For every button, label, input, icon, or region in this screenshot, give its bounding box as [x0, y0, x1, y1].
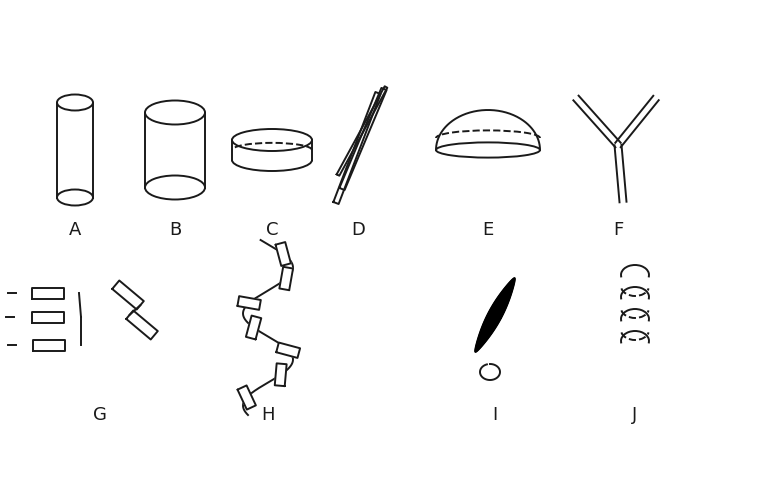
Polygon shape	[237, 385, 256, 409]
Polygon shape	[337, 86, 388, 176]
Polygon shape	[276, 343, 300, 358]
Polygon shape	[246, 315, 262, 339]
Polygon shape	[112, 280, 144, 310]
Polygon shape	[32, 312, 64, 323]
Text: F: F	[613, 221, 623, 239]
Text: G: G	[93, 406, 107, 424]
Polygon shape	[475, 278, 515, 352]
Text: E: E	[482, 221, 493, 239]
Text: D: D	[351, 221, 365, 239]
Polygon shape	[32, 288, 64, 299]
Polygon shape	[126, 311, 158, 339]
Polygon shape	[237, 296, 261, 310]
Polygon shape	[339, 88, 387, 190]
Text: C: C	[265, 221, 278, 239]
Text: A: A	[69, 221, 81, 239]
Text: I: I	[493, 406, 498, 424]
Polygon shape	[615, 96, 659, 147]
Polygon shape	[280, 267, 293, 290]
Text: B: B	[169, 221, 181, 239]
Polygon shape	[275, 363, 287, 386]
Polygon shape	[33, 339, 65, 350]
Polygon shape	[615, 144, 626, 202]
Text: J: J	[633, 406, 637, 424]
Text: H: H	[262, 406, 275, 424]
Polygon shape	[573, 96, 621, 147]
Polygon shape	[334, 92, 381, 204]
Polygon shape	[276, 242, 291, 266]
